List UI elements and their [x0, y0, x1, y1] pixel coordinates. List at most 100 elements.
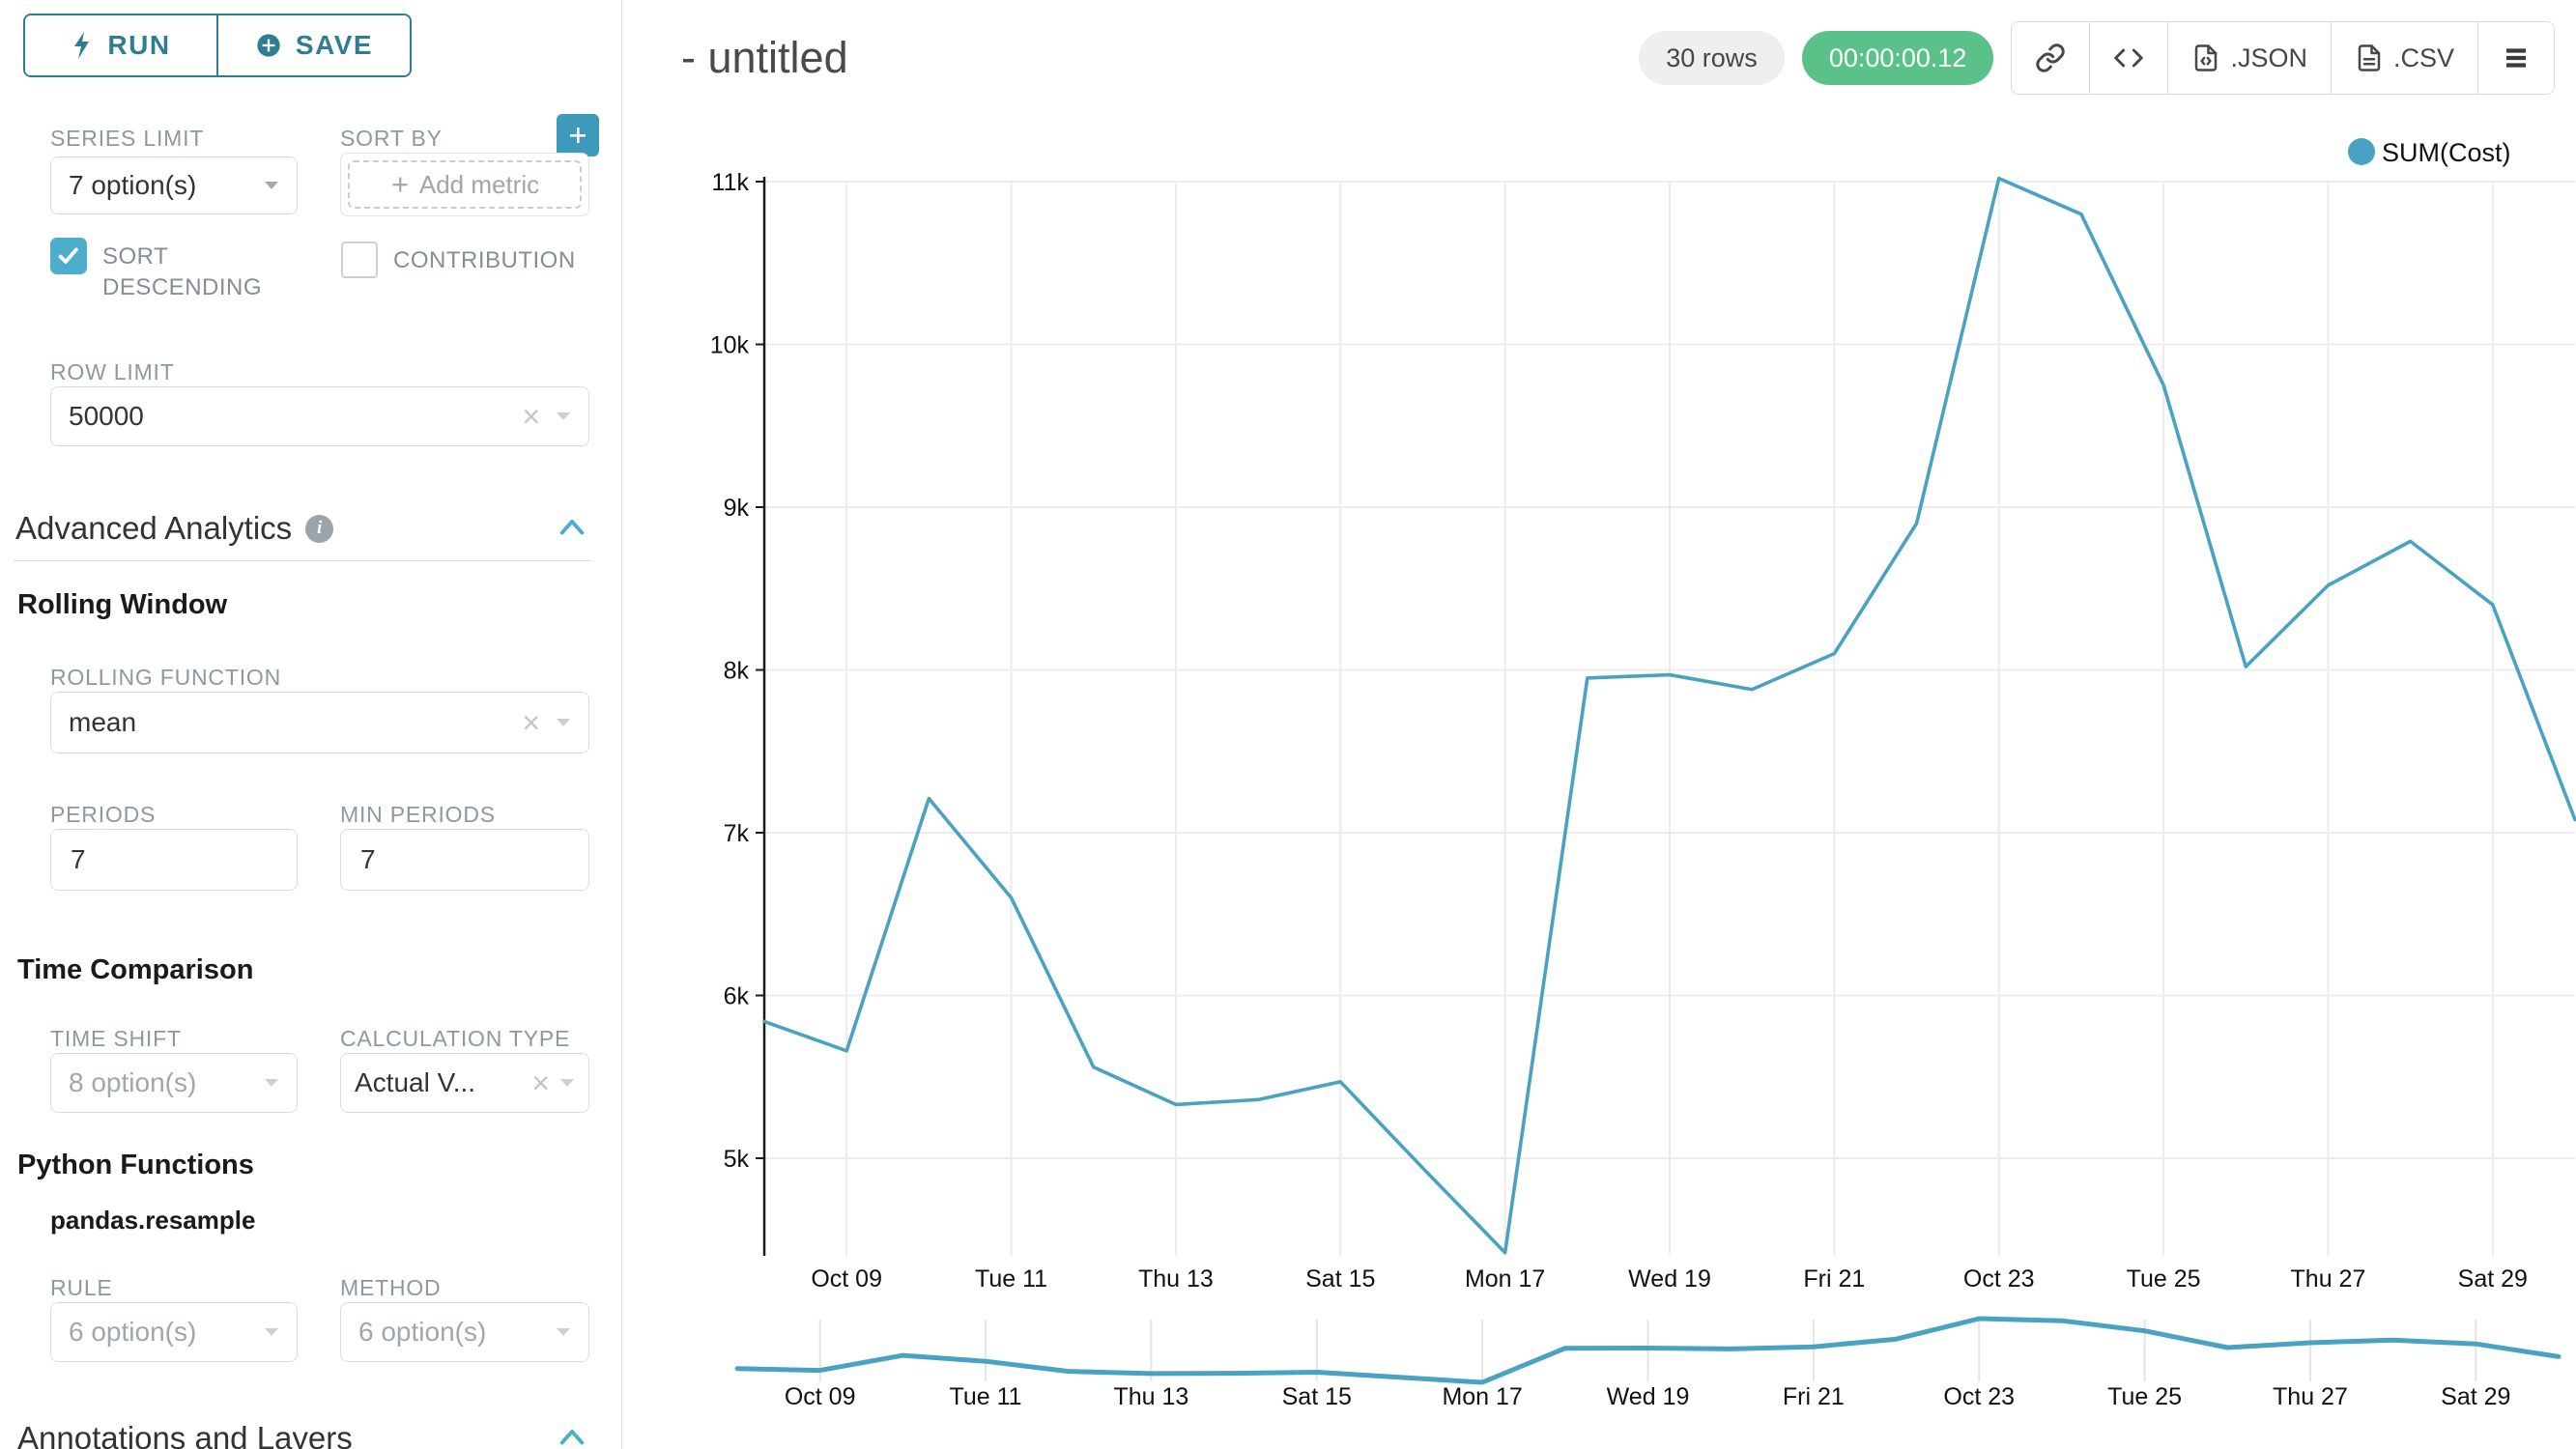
x-axis-tick-label: Sat 29 — [2458, 1265, 2528, 1293]
row-limit-value: 50000 — [69, 401, 144, 431]
collapse-caret-icon[interactable] — [558, 518, 586, 535]
preview-x-tick-label: Oct 23 — [1943, 1383, 2015, 1410]
rolling-function-label: ROLLING FUNCTION — [50, 665, 281, 690]
time-comparison-title: Time Comparison — [17, 954, 254, 985]
clear-icon[interactable]: × — [522, 399, 540, 434]
contribution-control: CONTRIBUTION — [341, 242, 612, 278]
row-limit-label: ROW LIMIT — [50, 359, 175, 384]
export-toolbar: .JSON .CSV — [2011, 21, 2555, 95]
python-functions-title: Python Functions — [17, 1150, 254, 1180]
row-limit-select[interactable]: 50000 × — [50, 386, 589, 446]
time-shift-select[interactable]: 8 option(s) — [50, 1053, 298, 1113]
export-json-button[interactable]: .JSON — [2167, 22, 2331, 94]
preview-x-tick-label: Fri 21 — [1783, 1383, 1845, 1410]
rule-label: RULE — [50, 1275, 113, 1300]
chevron-down-icon — [557, 1328, 570, 1336]
min-periods-input[interactable]: 7 — [340, 829, 589, 891]
info-icon: i — [305, 514, 334, 543]
x-axis-tick-label: Sat 15 — [1305, 1265, 1375, 1293]
annotations-layers-header[interactable]: Annotations and Layers — [17, 1420, 353, 1449]
plus-icon — [392, 177, 408, 192]
preview-x-tick-label: Sat 15 — [1282, 1383, 1352, 1410]
x-axis-tick-label: Wed 19 — [1628, 1265, 1711, 1293]
chart-panel: - untitled 30 rows 00:00:00.12 .JSON — [623, 0, 2576, 1449]
sort-descending-checkbox[interactable] — [50, 238, 87, 274]
rolling-function-select[interactable]: mean × — [50, 692, 589, 753]
chevron-down-icon — [265, 1328, 278, 1336]
x-axis-tick-label: Fri 21 — [1803, 1265, 1865, 1293]
add-metric-plus-button[interactable] — [557, 114, 599, 156]
rule-select[interactable]: 6 option(s) — [50, 1302, 298, 1362]
advanced-analytics-header[interactable]: Advanced Analytics i — [15, 510, 334, 547]
chevron-down-icon — [557, 412, 570, 420]
row-count-badge: 30 rows — [1639, 31, 1785, 85]
min-periods-value: 7 — [360, 844, 376, 874]
y-axis-tick-label: 8k — [724, 658, 750, 685]
share-link-button[interactable] — [2012, 22, 2090, 94]
line-chart[interactable]: 11k 10k 9k 8k 7k 6k 5k Oct 09 Tue 11 Thu 13 Sat 15… — [623, 0, 2576, 1449]
collapse-caret-icon[interactable] — [558, 1428, 586, 1445]
method-value: 6 option(s) — [358, 1317, 487, 1347]
control-panel-sidebar: RUN SAVE SERIES LIMIT SORT BY 7 option(s… — [0, 0, 622, 1449]
add-metric-label: Add metric — [418, 169, 540, 199]
preview-x-tick-label: Wed 19 — [1607, 1383, 1690, 1410]
legend-label: SUM(Cost) — [2382, 138, 2511, 167]
x-axis-tick-label: Thu 27 — [2291, 1265, 2366, 1293]
series-limit-select[interactable]: 7 option(s) — [50, 156, 298, 214]
chart-menu-button[interactable] — [2477, 22, 2554, 94]
plus-icon — [570, 128, 586, 143]
clear-icon[interactable]: × — [522, 705, 540, 740]
min-periods-label: MIN PERIODS — [340, 802, 496, 827]
preview-x-tick-label: Sat 29 — [2441, 1383, 2510, 1410]
clear-icon[interactable]: × — [531, 1065, 550, 1100]
export-csv-button[interactable]: .CSV — [2330, 22, 2477, 94]
save-button[interactable]: SAVE — [216, 15, 410, 75]
y-axis-tick-label: 11k — [712, 169, 750, 196]
preview-x-tick-label: Mon 17 — [1442, 1383, 1522, 1410]
periods-input[interactable]: 7 — [50, 829, 298, 891]
x-axis-tick-label: Tue 25 — [2127, 1265, 2201, 1293]
y-axis-tick-label: 9k — [724, 495, 750, 522]
y-axis-tick-label: 7k — [724, 820, 750, 847]
annotations-layers-title: Annotations and Layers — [17, 1420, 353, 1449]
lightning-bolt-icon — [74, 32, 90, 59]
run-save-button-group: RUN SAVE — [23, 14, 412, 77]
x-axis-tick-label: Tue 11 — [975, 1265, 1047, 1293]
preview-x-tick-label: Thu 27 — [2273, 1383, 2348, 1410]
run-button-label: RUN — [107, 30, 171, 60]
y-axis-tick-label: 5k — [724, 1146, 750, 1173]
method-label: METHOD — [340, 1275, 442, 1300]
add-metric-button[interactable]: Add metric — [348, 160, 582, 209]
calculation-type-select[interactable]: Actual V... × — [340, 1053, 589, 1113]
contribution-checkbox[interactable] — [341, 242, 378, 278]
sort-descending-control: SORT DESCENDING — [50, 238, 292, 304]
export-json-label: .JSON — [2230, 43, 2307, 72]
x-axis-tick-label: Thu 13 — [1138, 1265, 1214, 1293]
series-limit-value: 7 option(s) — [69, 170, 197, 200]
view-query-button[interactable] — [2089, 22, 2168, 94]
preview-x-tick-label: Oct 09 — [785, 1383, 856, 1410]
chart-header: - untitled 30 rows 00:00:00.12 .JSON — [681, 21, 2555, 95]
section-divider — [14, 560, 591, 561]
pandas-resample-label: pandas.resample — [50, 1206, 256, 1235]
plus-circle-icon — [257, 34, 280, 57]
run-button[interactable]: RUN — [25, 15, 216, 75]
sort-by-control: Add metric — [340, 153, 589, 216]
save-button-label: SAVE — [295, 30, 374, 60]
csv-file-icon — [2358, 44, 2381, 71]
y-axis-tick-label: 10k — [710, 332, 750, 359]
y-axis-tick-label: 6k — [724, 983, 750, 1010]
chevron-down-icon — [560, 1079, 574, 1087]
export-csv-label: .CSV — [2392, 43, 2454, 72]
chart-title[interactable]: - untitled — [681, 33, 848, 82]
chevron-down-icon — [265, 1079, 278, 1087]
time-shift-label: TIME SHIFT — [50, 1026, 182, 1051]
code-icon — [2114, 48, 2144, 68]
link-icon — [2036, 43, 2066, 72]
hamburger-menu-icon — [2506, 48, 2526, 68]
method-select[interactable]: 6 option(s) — [340, 1302, 589, 1362]
query-duration-badge: 00:00:00.12 — [1801, 31, 1994, 85]
series-line — [762, 176, 2576, 1255]
calculation-type-label: CALCULATION TYPE — [340, 1026, 571, 1051]
preview-x-tick-label: Thu 13 — [1113, 1383, 1188, 1410]
